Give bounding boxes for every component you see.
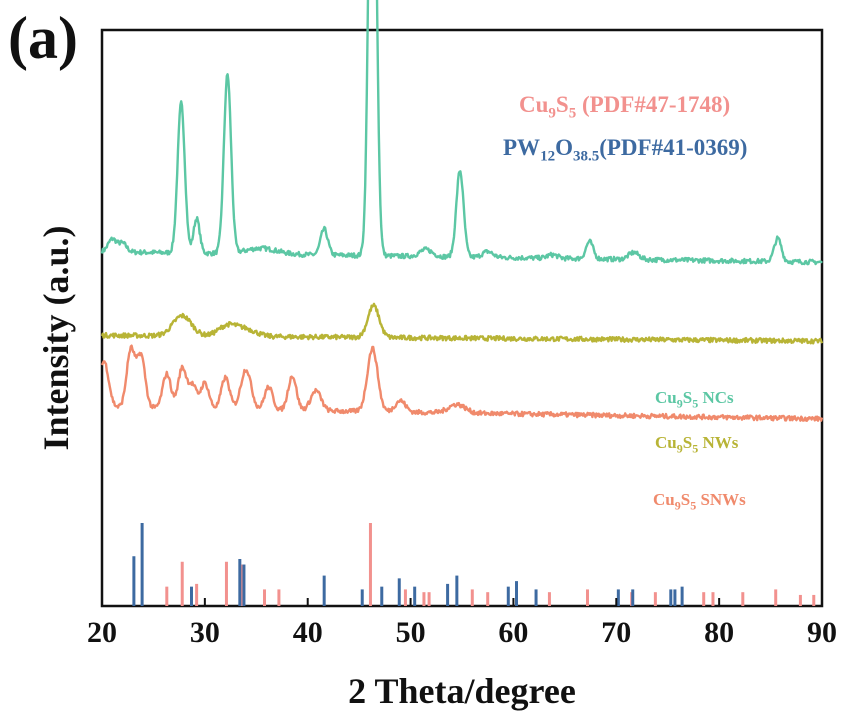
panel-label: (a) bbox=[8, 5, 78, 71]
x-tick-label: 80 bbox=[704, 616, 734, 649]
x-tick-label: 40 bbox=[293, 616, 323, 649]
x-tick-label: 30 bbox=[190, 616, 220, 649]
y-axis-label: Intensity (a.u.) bbox=[36, 225, 76, 450]
x-axis-label: 2 Theta/degree bbox=[348, 671, 576, 711]
series-line-nws bbox=[100, 302, 824, 345]
x-tick-label: 50 bbox=[396, 616, 426, 649]
x-tick-label: 60 bbox=[498, 616, 528, 649]
legend-ref-pw12o: PW12O38.5(PDF#41-0369) bbox=[503, 135, 748, 165]
series-lines bbox=[100, 0, 824, 422]
series-label-snws: Cu9S5 SNWs bbox=[653, 490, 746, 513]
series-line-snws bbox=[100, 344, 824, 422]
x-tick-label: 90 bbox=[807, 616, 837, 649]
x-tick-label: 20 bbox=[87, 616, 117, 649]
series-label-ncs: Cu9S5 NCs bbox=[655, 388, 734, 411]
series-label-nws: Cu9S5 NWs bbox=[655, 433, 739, 456]
x-tick-label: 70 bbox=[601, 616, 631, 649]
x-axis-ticks: 20 30 40 50 60 70 80 90 bbox=[87, 598, 837, 649]
reference-lines bbox=[132, 523, 816, 606]
plot-frame bbox=[100, 28, 824, 608]
legend-ref-cu9s5: Cu9S5 (PDF#47-1748) bbox=[519, 92, 731, 122]
series-line-ncs bbox=[100, 0, 823, 266]
